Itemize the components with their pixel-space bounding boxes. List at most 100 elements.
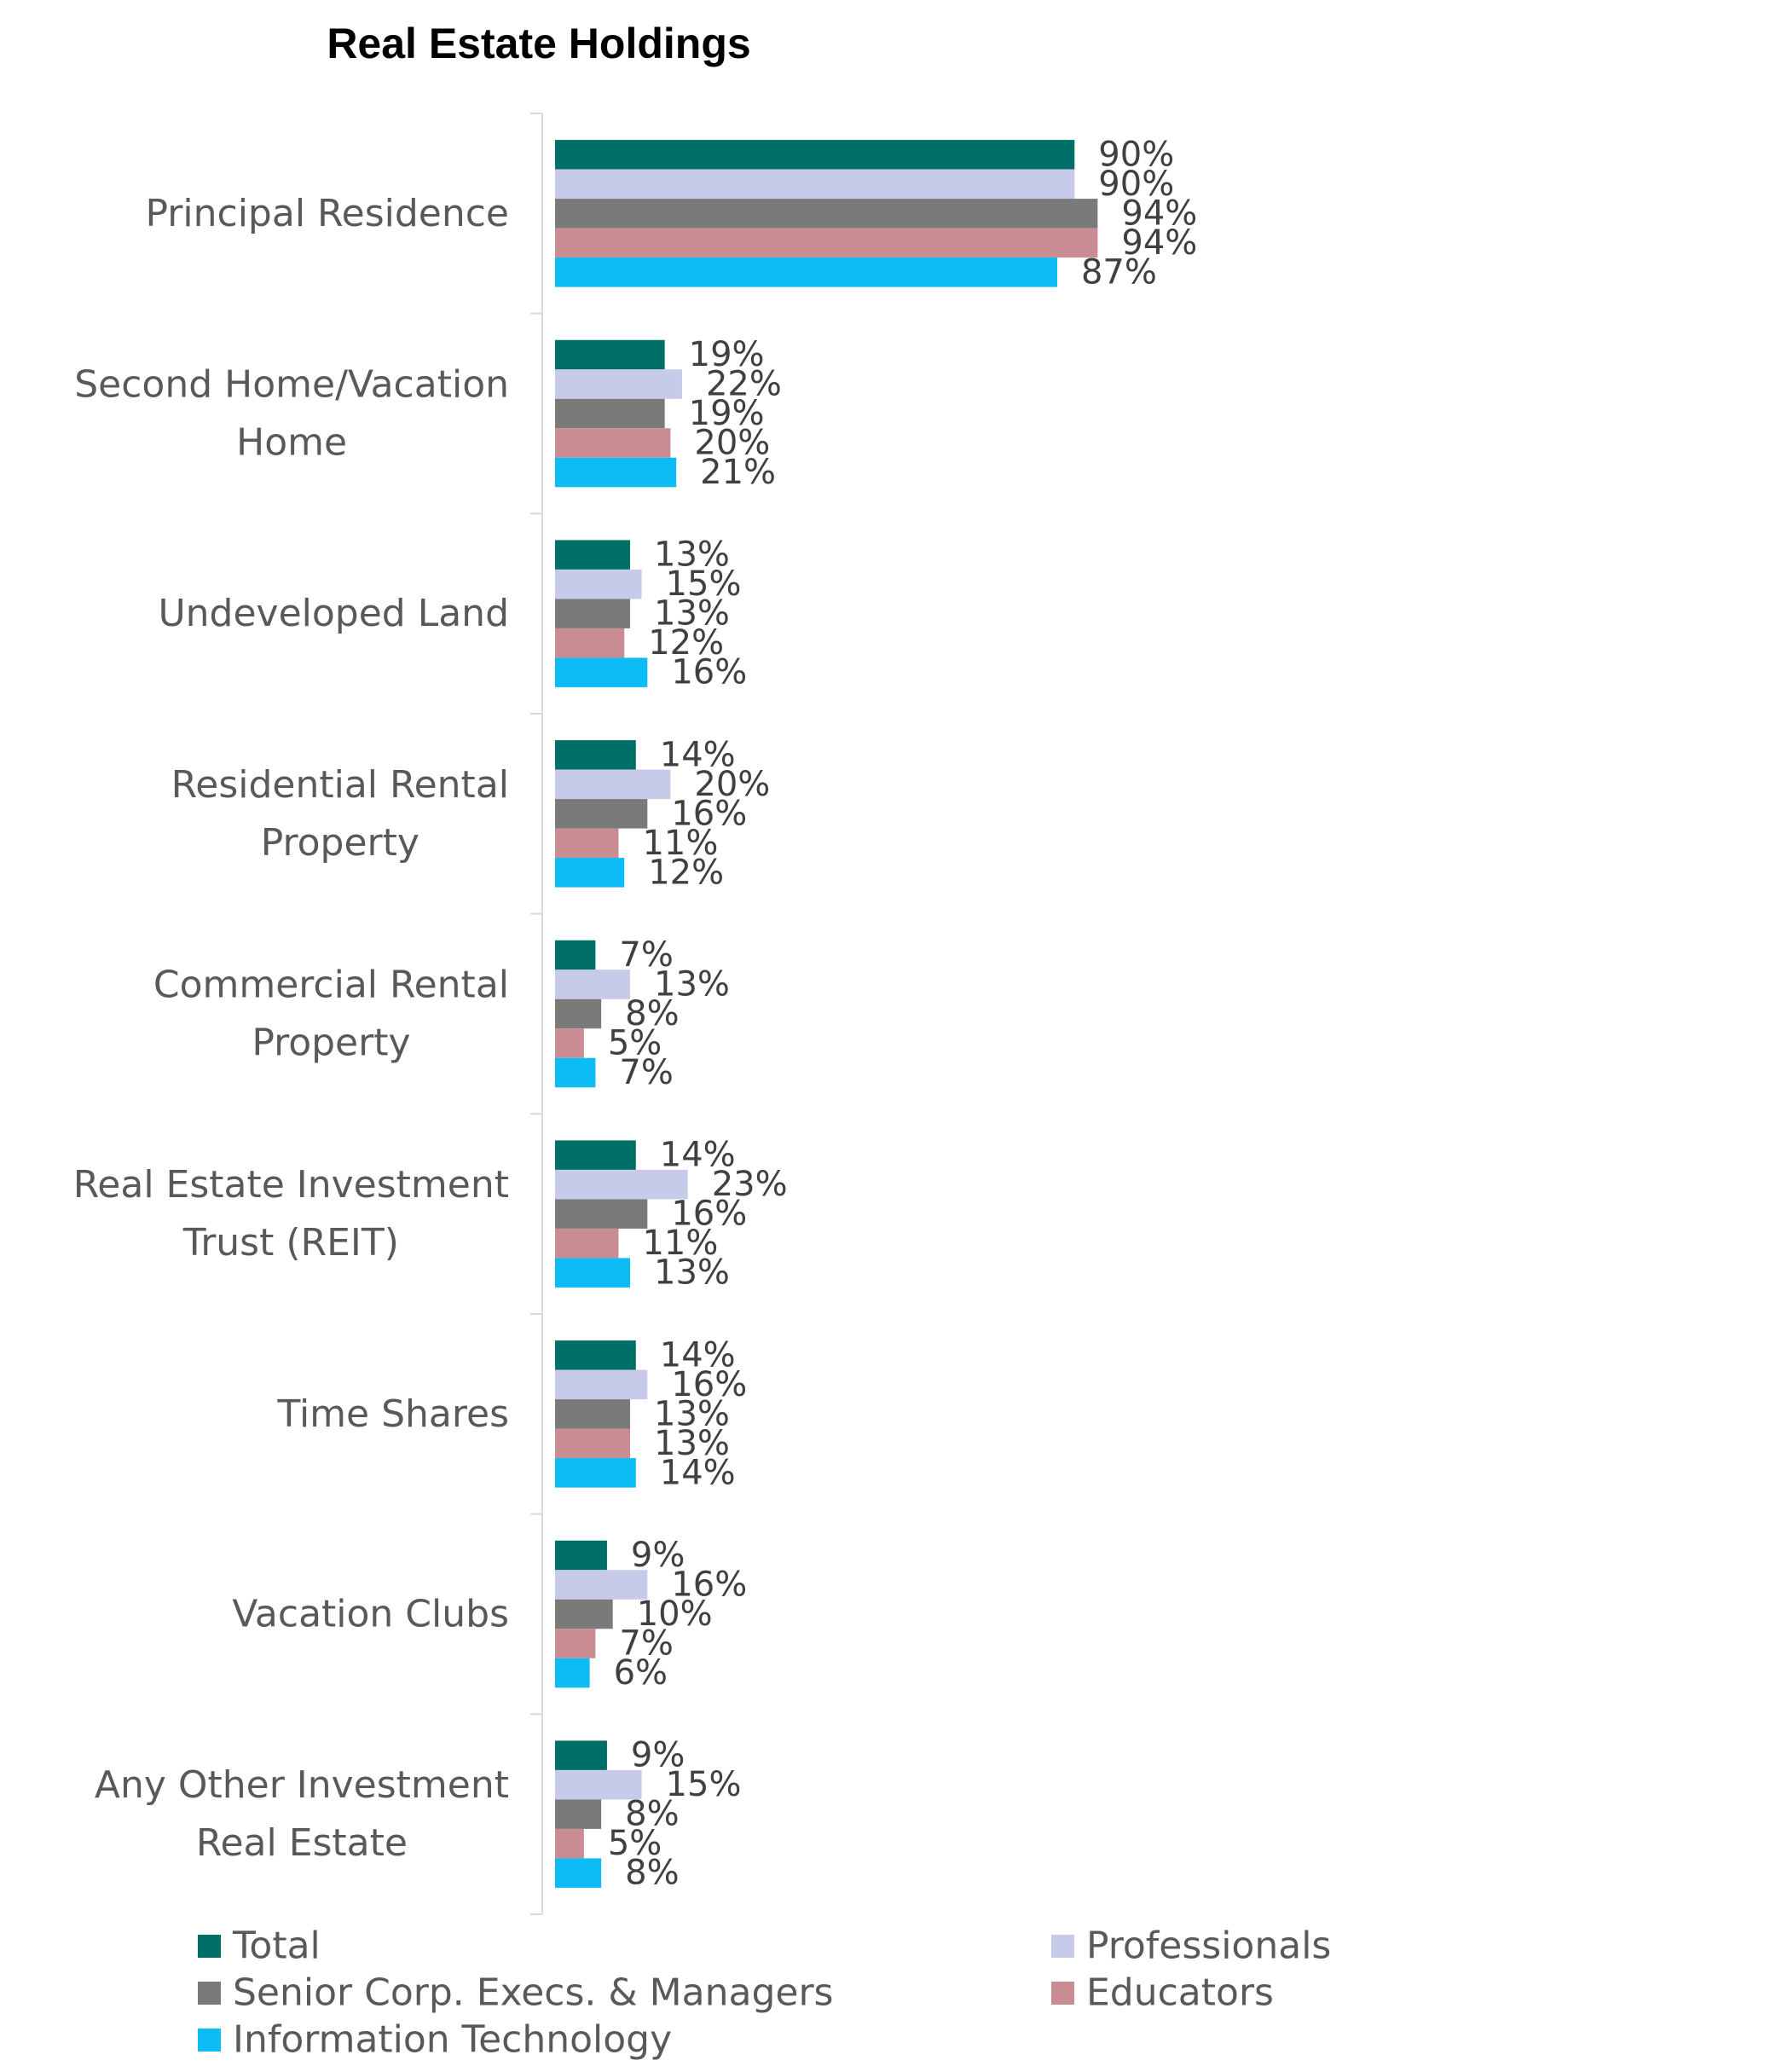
data-label: 12%	[648, 623, 724, 663]
bar-senior-corp-execs-managers-undeveloped-land	[555, 599, 631, 628]
bar-professionals-real-estate-investment-trust-reit	[555, 1169, 688, 1200]
legend-swatch-professionals	[1051, 1935, 1074, 1958]
data-label: 6%	[614, 1653, 668, 1693]
data-label: 13%	[654, 965, 730, 1004]
bar-total-residential-rental-property	[555, 740, 636, 770]
bar-senior-corp-execs-managers-any-other-investment-real-estate	[555, 1799, 602, 1829]
bar-information-technology-principal-residence	[555, 258, 1057, 287]
bar-senior-corp-execs-managers-time-shares	[555, 1399, 631, 1429]
legend-label-educators: Educators	[1086, 1971, 1274, 2015]
data-label: 16%	[671, 1566, 747, 1605]
data-label: 9%	[631, 1536, 685, 1575]
bar-total-any-other-investment-real-estate	[555, 1740, 607, 1770]
legend-label-senior-corp-execs-managers: Senior Corp. Execs. & Managers	[233, 1971, 833, 2015]
bar-total-time-shares	[555, 1340, 636, 1370]
bar-information-technology-any-other-investment-real-estate	[555, 1858, 602, 1888]
data-label: 20%	[694, 424, 770, 463]
bar-professionals-principal-residence	[555, 169, 1075, 200]
data-label: 13%	[654, 594, 730, 634]
legend-swatch-total	[198, 1935, 221, 1958]
bar-professionals-residential-rental-property	[555, 769, 671, 800]
bar-educators-residential-rental-property	[555, 828, 619, 859]
bar-professionals-commercial-rental-property	[555, 969, 631, 999]
bar-professionals-vacation-clubs	[555, 1570, 648, 1600]
bar-total-commercial-rental-property	[555, 940, 596, 970]
category-label: Residential Rental Property	[171, 763, 509, 865]
bar-information-technology-time-shares	[555, 1458, 636, 1488]
data-label: 13%	[654, 1394, 730, 1433]
data-label: 7%	[619, 1053, 673, 1092]
legend-label-information-technology: Information Technology	[233, 2018, 672, 2062]
data-label: 8%	[625, 1795, 679, 1834]
data-label: 16%	[671, 1195, 747, 1234]
data-label: 90%	[1098, 165, 1174, 204]
legend-swatch-educators	[1051, 1982, 1074, 2005]
data-label: 94%	[1121, 223, 1197, 263]
bar-information-technology-commercial-rental-property	[555, 1057, 596, 1088]
legend-label-professionals: Professionals	[1086, 1924, 1331, 1968]
bar-senior-corp-execs-managers-principal-residence	[555, 199, 1098, 229]
data-label: 22%	[706, 365, 782, 404]
category-labels: Principal Residence Second Home/Vacation H…	[73, 192, 509, 1865]
data-label: 13%	[654, 1424, 730, 1463]
bar-professionals-any-other-investment-real-estate	[555, 1769, 642, 1800]
category-label: Time Shares	[276, 1392, 509, 1436]
data-label: 13%	[654, 535, 730, 575]
bar-professionals-second-home-vacation-home	[555, 369, 682, 399]
data-label: 8%	[625, 994, 679, 1033]
legend-swatch-senior-corp-execs-managers	[198, 1982, 221, 2005]
data-label: 5%	[608, 1824, 662, 1863]
category-label: Undeveloped Land	[158, 592, 509, 635]
data-label: 11%	[642, 1224, 718, 1263]
bar-senior-corp-execs-managers-commercial-rental-property	[555, 998, 602, 1029]
data-label: 13%	[654, 1253, 730, 1293]
bar-educators-real-estate-investment-trust-reit	[555, 1228, 619, 1259]
data-label: 14%	[660, 1453, 736, 1492]
data-label: 23%	[712, 1165, 788, 1204]
bar-information-technology-residential-rental-property	[555, 858, 625, 888]
category-label: Vacation Clubs	[232, 1593, 509, 1636]
data-label: 7%	[619, 935, 673, 975]
bar-senior-corp-execs-managers-real-estate-investment-trust-reit	[555, 1199, 648, 1229]
category-label: Commercial Rental Property	[153, 964, 509, 1065]
bar-total-principal-residence	[555, 140, 1075, 170]
bar-total-second-home-vacation-home	[555, 339, 665, 370]
data-label: 15%	[666, 564, 742, 604]
bar-professionals-time-shares	[555, 1369, 648, 1400]
category-label: Any Other Investment Real Estate	[95, 1763, 509, 1865]
category-label: Real Estate Investment Trust (REIT)	[73, 1163, 509, 1265]
legend: Total Professionals Senior Corp. Execs. & …	[198, 1924, 1331, 2062]
data-label: 14%	[660, 1136, 736, 1175]
data-label: 14%	[660, 735, 736, 774]
data-label: 5%	[608, 1024, 662, 1063]
data-label: 11%	[642, 824, 718, 863]
data-label: 15%	[666, 1765, 742, 1804]
bar-educators-time-shares	[555, 1428, 631, 1459]
legend-label-total: Total	[232, 1924, 321, 1968]
bar-educators-principal-residence	[555, 228, 1098, 258]
bar-educators-any-other-investment-real-estate	[555, 1828, 584, 1859]
data-label: 90%	[1098, 135, 1174, 174]
data-label: 14%	[660, 1335, 736, 1375]
bar-educators-undeveloped-land	[555, 628, 625, 658]
bar-information-technology-second-home-vacation-home	[555, 457, 677, 488]
chart-title: Real Estate Holdings	[327, 20, 750, 67]
data-label: 20%	[694, 765, 770, 804]
bar-information-technology-vacation-clubs	[555, 1658, 590, 1688]
bar-total-real-estate-investment-trust-reit	[555, 1140, 636, 1170]
bar-senior-corp-execs-managers-second-home-vacation-home	[555, 398, 665, 429]
data-label: 19%	[689, 335, 765, 374]
data-label: 16%	[671, 1365, 747, 1404]
data-label: 87%	[1081, 252, 1157, 292]
category-label: Second Home/Vacation Home	[74, 363, 509, 465]
data-label: 16%	[671, 653, 747, 692]
bar-senior-corp-execs-managers-residential-rental-property	[555, 799, 648, 829]
bar-total-undeveloped-land	[555, 540, 631, 570]
data-label: 94%	[1121, 194, 1197, 233]
category-label: Principal Residence	[146, 192, 509, 235]
y-axis	[530, 113, 543, 1915]
data-label: 10%	[637, 1595, 713, 1634]
data-label: 21%	[700, 453, 776, 492]
